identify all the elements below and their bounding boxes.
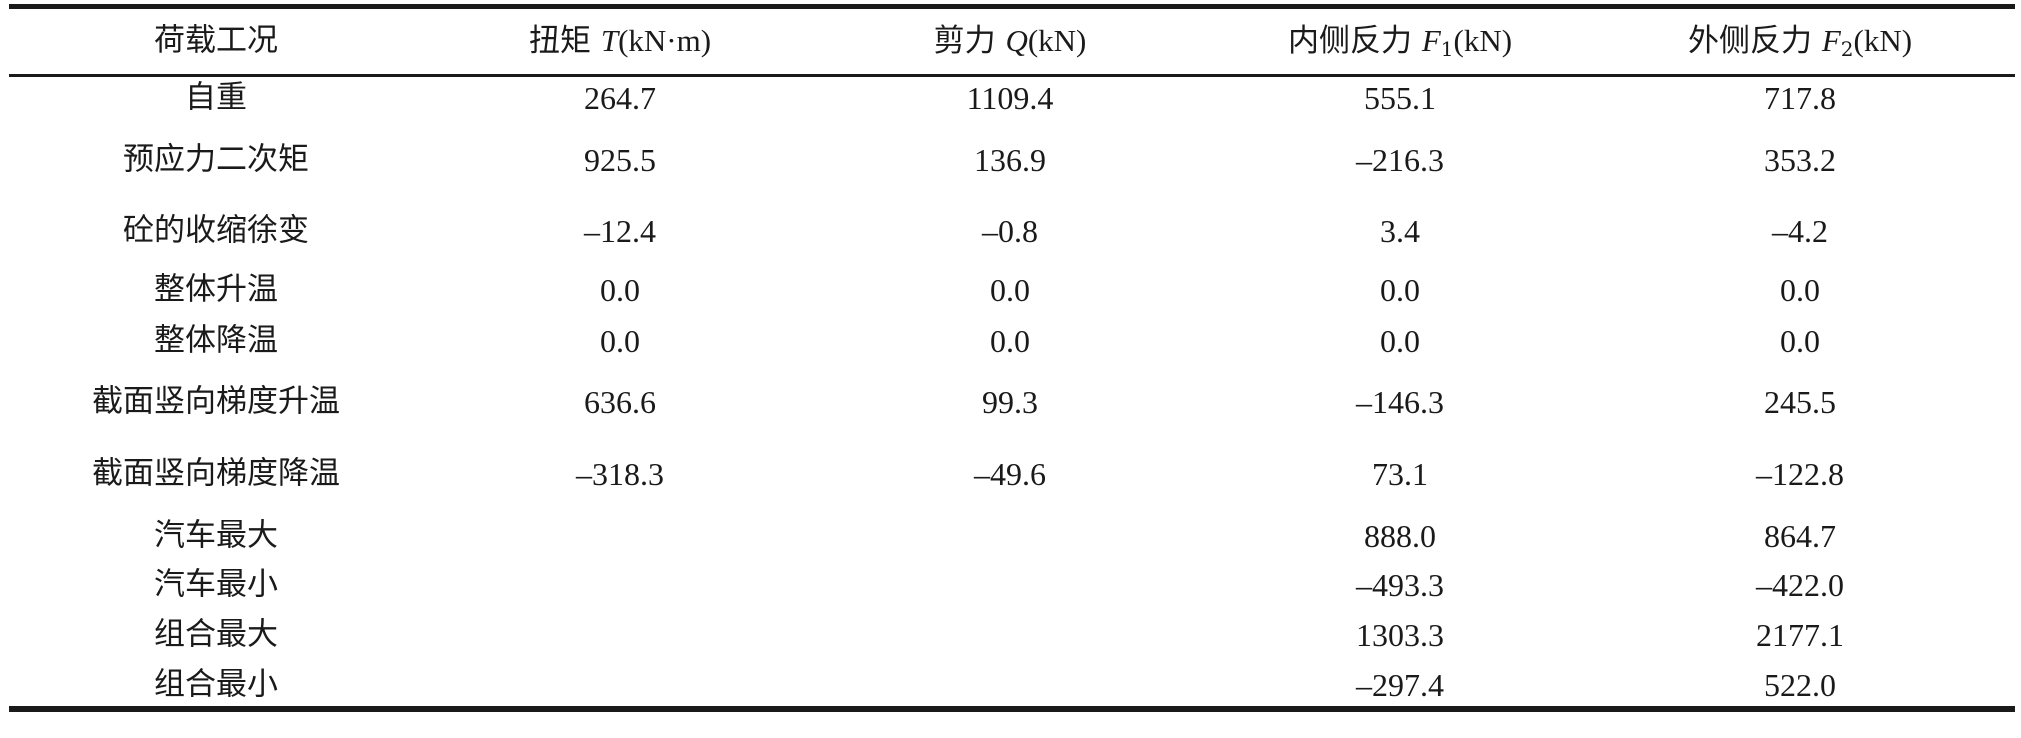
header-symbol: Q [1005,23,1028,58]
cell-inner-reaction: 3.4 [1380,213,1420,249]
cell-torque: 264.7 [584,80,656,116]
cell-outer-reaction: 717.8 [1764,80,1836,116]
cell-load-case: 组合最小 [154,666,278,703]
header-outer-reaction: 外侧反力 F2(kN) [1687,23,1913,59]
cell-outer-reaction: 353.2 [1764,142,1836,178]
cell-inner-reaction: –493.3 [1356,567,1444,603]
header-inner-reaction: 内侧反力 F1(kN) [1287,23,1513,59]
header-symbol: F [1821,23,1841,58]
cell-load-case: 整体降温 [154,322,278,359]
cell-shear: 99.3 [982,384,1038,420]
cell-outer-reaction: –422.0 [1756,567,1844,603]
header-label: 扭矩 [528,23,601,59]
cell-torque: 0.0 [600,323,640,359]
header-shear: 剪力 Q(kN) [934,25,1087,57]
cell-outer-reaction: 2177.1 [1756,617,1844,653]
header-label: 荷载工况 [154,22,278,59]
cell-outer-reaction: 245.5 [1764,384,1836,420]
table-top-rule [9,4,2015,9]
cell-load-case: 截面竖向梯度降温 [92,455,340,492]
cell-inner-reaction: 888.0 [1364,518,1436,554]
cell-load-case: 截面竖向梯度升温 [92,383,340,420]
cell-shear: 0.0 [990,323,1030,359]
cell-torque: 925.5 [584,142,656,178]
header-torque: 扭矩 T(kN·m) [529,25,711,57]
cell-load-case: 汽车最小 [154,566,278,603]
cell-inner-reaction: 0.0 [1380,272,1420,308]
header-label: 外侧反力 [1687,23,1822,59]
header-label: 内侧反力 [1287,23,1422,59]
header-unit: (kN) [1027,23,1087,58]
cell-inner-reaction: –216.3 [1356,142,1444,178]
cell-load-case: 整体升温 [154,271,278,308]
cell-inner-reaction: 555.1 [1364,80,1436,116]
cell-torque: –318.3 [576,456,664,492]
header-subscript: 1 [1440,37,1454,61]
cell-shear: 136.9 [974,142,1046,178]
header-subscript: 2 [1840,37,1854,61]
cell-shear: –49.6 [974,456,1046,492]
header-unit: (kN·m) [618,23,712,58]
cell-outer-reaction: 522.0 [1764,667,1836,703]
header-unit: (kN) [1453,23,1513,58]
cell-outer-reaction: 0.0 [1780,272,1820,308]
cell-inner-reaction: –297.4 [1356,667,1444,703]
header-symbol: F [1421,23,1441,58]
cell-torque: 0.0 [600,272,640,308]
table-header-rule [9,74,2015,77]
cell-outer-reaction: –122.8 [1756,456,1844,492]
cell-load-case: 砼的收缩徐变 [123,212,309,249]
header-unit: (kN) [1853,23,1913,58]
cell-inner-reaction: 1303.3 [1356,617,1444,653]
table-bottom-rule [9,706,2015,712]
cell-inner-reaction: 0.0 [1380,323,1420,359]
header-symbol: T [600,23,619,58]
cell-inner-reaction: 73.1 [1372,456,1428,492]
cell-inner-reaction: –146.3 [1356,384,1444,420]
header-load-case: 荷载工况 [154,22,278,59]
cell-load-case: 预应力二次矩 [123,141,309,178]
header-label: 剪力 [933,23,1006,59]
cell-torque: –12.4 [584,213,656,249]
cell-torque: 636.6 [584,384,656,420]
cell-shear: 0.0 [990,272,1030,308]
cell-outer-reaction: 864.7 [1764,518,1836,554]
cell-load-case: 自重 [185,79,247,116]
cell-outer-reaction: 0.0 [1780,323,1820,359]
cell-shear: 1109.4 [966,80,1054,116]
cell-load-case: 组合最大 [154,616,278,653]
cell-load-case: 汽车最大 [154,517,278,554]
cell-shear: –0.8 [982,213,1038,249]
cell-outer-reaction: –4.2 [1772,213,1828,249]
